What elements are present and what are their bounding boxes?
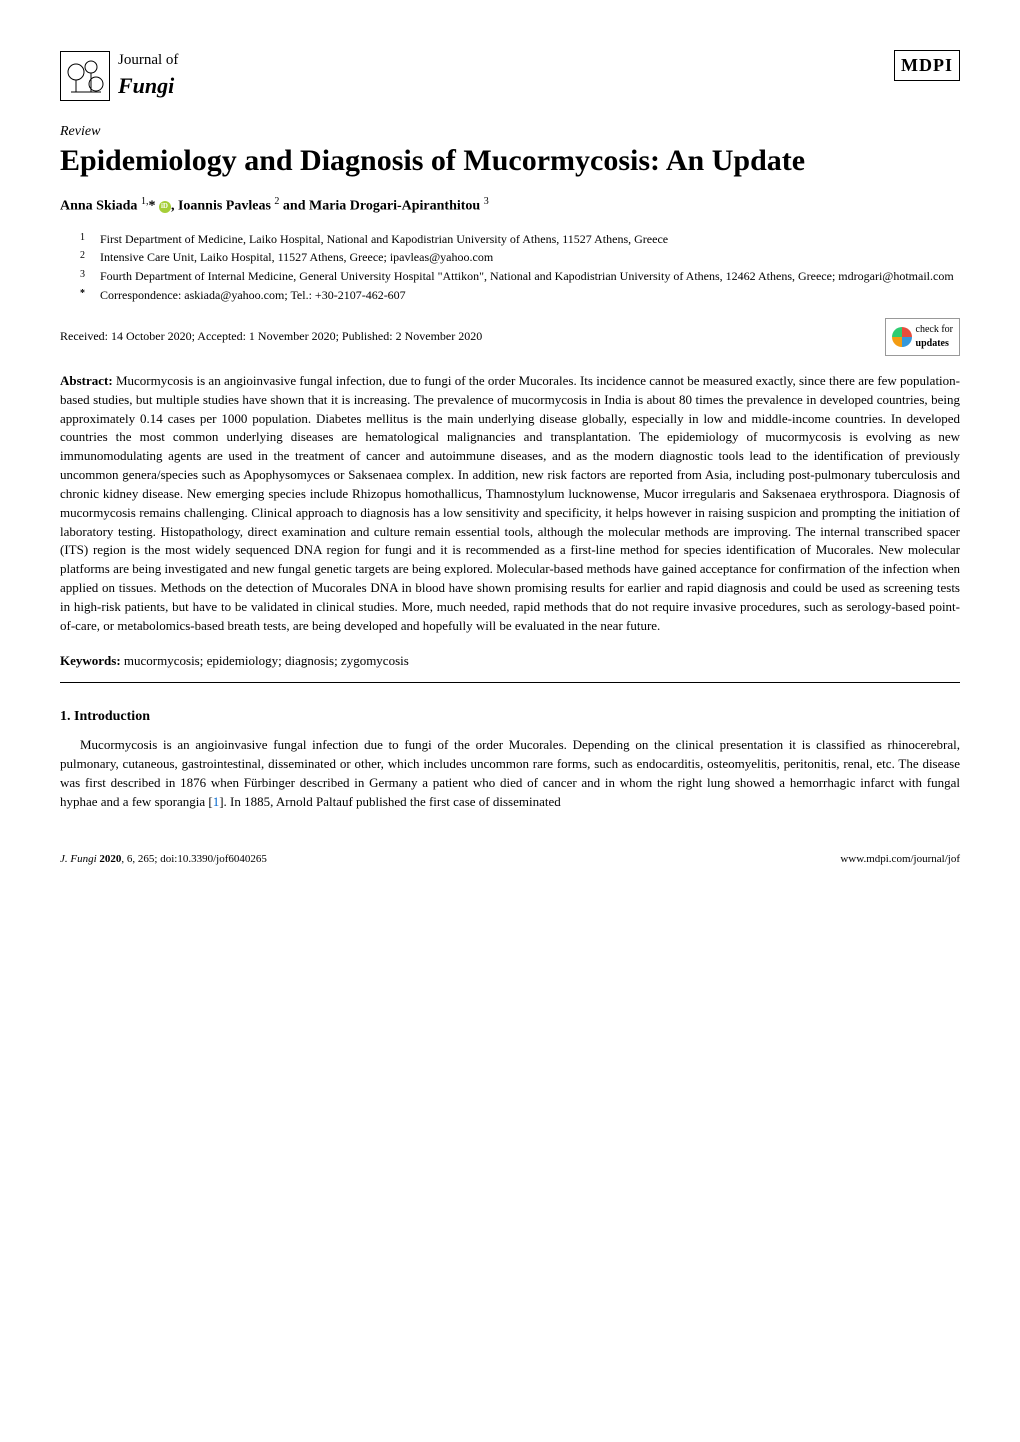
affiliation-num: 1 (80, 231, 90, 248)
author-2-name: , Ioannis Pavleas (171, 199, 274, 214)
authors-line: Anna Skiada 1,* , Ioannis Pavleas 2 and … (60, 195, 960, 216)
publisher-logo: MDPI (894, 50, 960, 81)
affiliation-text: Fourth Department of Internal Medicine, … (100, 268, 954, 285)
correspondence-text: Correspondence: askiada@yahoo.com; Tel.:… (100, 287, 406, 304)
publication-dates: Received: 14 October 2020; Accepted: 1 N… (60, 328, 482, 345)
author-and: and (279, 199, 309, 214)
keywords-text: mucormycosis; epidemiology; diagnosis; z… (121, 653, 409, 668)
check-updates-icon (892, 327, 912, 347)
check-updates-bold: updates (916, 338, 949, 349)
correspondence-mark: * (80, 287, 90, 304)
intro-text-2: ]. In 1885, Arnold Paltauf published the… (219, 794, 561, 809)
affiliation-num: 2 (80, 249, 90, 266)
orcid-icon[interactable] (159, 201, 171, 213)
footer-url: www.mdpi.com/journal/jof (840, 852, 960, 867)
abstract: Abstract: Mucormycosis is an angioinvasi… (60, 372, 960, 636)
journal-name: Fungi (118, 71, 178, 102)
check-updates-label: check for (916, 324, 953, 335)
footer-year: 2020 (99, 853, 121, 865)
journal-logo: Journal of Fungi (60, 50, 178, 102)
check-updates-badge[interactable]: check for updates (885, 318, 960, 356)
author-3-sup: 3 (484, 196, 489, 207)
keywords-label: Keywords: (60, 653, 121, 668)
affiliation-row: 3 Fourth Department of Internal Medicine… (80, 268, 960, 285)
section-divider (60, 682, 960, 683)
affiliation-num: 3 (80, 268, 90, 285)
introduction-paragraph: Mucormycosis is an angioinvasive fungal … (60, 736, 960, 811)
abstract-text: Mucormycosis is an angioinvasive fungal … (60, 373, 960, 633)
article-type: Review (60, 122, 960, 142)
footer-journal: J. Fungi (60, 853, 99, 865)
affiliations-block: 1 First Department of Medicine, Laiko Ho… (80, 231, 960, 304)
section-heading-introduction: 1. Introduction (60, 707, 960, 727)
author-1-asterisk: * (148, 199, 155, 214)
affiliation-row: 2 Intensive Care Unit, Laiko Hospital, 1… (80, 249, 960, 266)
journal-logo-icon (60, 51, 110, 101)
page-footer: J. Fungi 2020, 6, 265; doi:10.3390/jof60… (60, 852, 960, 867)
abstract-label: Abstract: (60, 373, 113, 388)
affiliation-text: First Department of Medicine, Laiko Hosp… (100, 231, 668, 248)
affiliation-text: Intensive Care Unit, Laiko Hospital, 115… (100, 249, 493, 266)
article-title: Epidemiology and Diagnosis of Mucormycos… (60, 143, 960, 179)
page-header: Journal of Fungi MDPI (60, 50, 960, 102)
dates-row: Received: 14 October 2020; Accepted: 1 N… (60, 318, 960, 356)
footer-citation: J. Fungi 2020, 6, 265; doi:10.3390/jof60… (60, 852, 267, 867)
author-1-name: Anna Skiada (60, 199, 141, 214)
keywords: Keywords: mucormycosis; epidemiology; di… (60, 652, 960, 670)
footer-rest: , 6, 265; doi:10.3390/jof6040265 (121, 853, 266, 865)
author-3-name: Maria Drogari-Apiranthitou (309, 199, 484, 214)
journal-of-label: Journal of (118, 50, 178, 71)
affiliation-row: 1 First Department of Medicine, Laiko Ho… (80, 231, 960, 248)
affiliation-row: * Correspondence: askiada@yahoo.com; Tel… (80, 287, 960, 304)
